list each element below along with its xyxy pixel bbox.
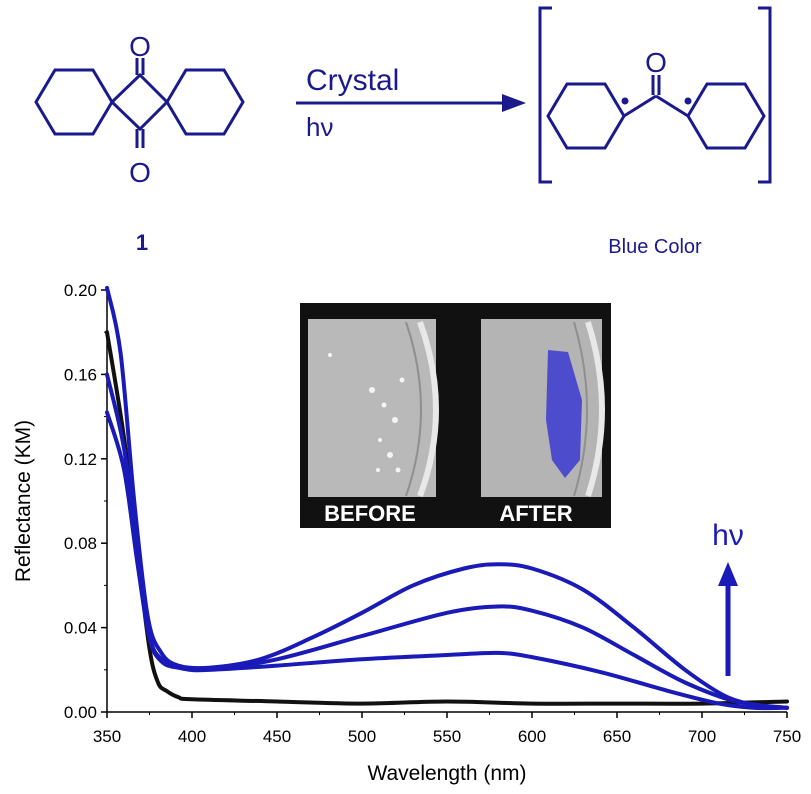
radical-dot-right [684, 97, 692, 105]
carbonyl-oxygen-top: O [129, 31, 151, 62]
before-photo [308, 319, 436, 497]
carbonyl-oxygen-bottom: O [129, 157, 151, 188]
product-color-note: Blue Color [608, 236, 702, 258]
x-tick-label: 400 [178, 727, 206, 746]
product-oxygen: O [645, 47, 667, 78]
x-tick-label: 600 [518, 727, 546, 746]
increase-arrow [718, 562, 738, 676]
y-tick-label: 0.12 [64, 450, 97, 469]
y-tick-label: 0.20 [64, 281, 97, 300]
x-tick-label: 650 [603, 727, 631, 746]
y-tick-label: 0.16 [64, 365, 97, 384]
x-tick-label: 450 [263, 727, 291, 746]
compound-label: 1 [136, 230, 148, 255]
x-tick-label: 700 [688, 727, 716, 746]
after-photo [481, 319, 602, 497]
arrow-condition-top: Crystal [306, 64, 399, 97]
x-axis-label: Wavelength (nm) [367, 762, 526, 785]
reactant-structure [34, 58, 245, 148]
y-tick-label: 0.08 [64, 534, 97, 553]
series-line-3 [105, 285, 789, 710]
blue-crystals [546, 350, 582, 478]
arrow-condition-bottom: hν [306, 112, 333, 142]
x-tick-label: 500 [348, 727, 376, 746]
y-tick-label: 0.04 [64, 619, 97, 638]
photo-inset: BEFORE AFTER [300, 303, 611, 528]
irradiation-label: hν [712, 519, 744, 552]
y-tick-label: 0.00 [64, 703, 97, 722]
reaction-arrow [296, 94, 526, 112]
x-tick-label: 350 [93, 727, 121, 746]
x-tick-label: 750 [773, 727, 801, 746]
chart-series [105, 285, 789, 711]
product-structure [538, 6, 772, 184]
before-label: BEFORE [324, 501, 416, 526]
chart-axes: 350 400 450 500 550 600 650 700 750 0.00 0.04 0.08 0… [12, 281, 801, 785]
after-label: AFTER [499, 501, 572, 526]
y-axis-label: Reflectance (KM) [12, 420, 35, 582]
radical-dot-left [621, 97, 629, 105]
x-tick-label: 550 [433, 727, 461, 746]
